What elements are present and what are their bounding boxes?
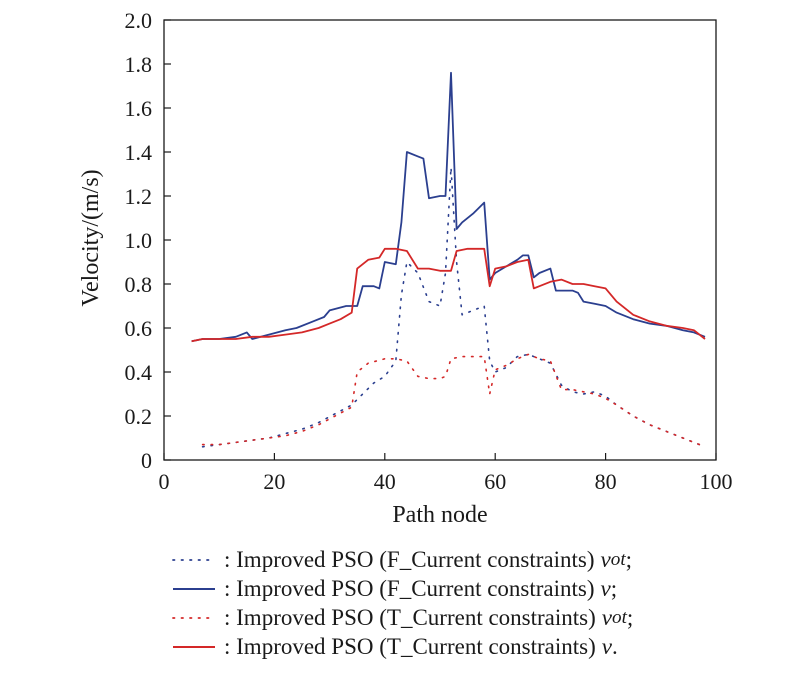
legend-item: : Improved PSO (F_Current constraints) v o…	[170, 545, 790, 574]
legend-item: : Improved PSO (T_Current constraints) v o…	[170, 603, 790, 632]
legend-label: : Improved PSO (F_Current constraints)	[224, 575, 595, 601]
y-tick-label: 0	[141, 448, 152, 473]
tick-layer: 0 20 40 60 80 100 0 0.2 0.4 0.6 0.8 1.0 1.2 1.4 1.6 1.8…	[125, 8, 733, 494]
legend-terminator: ;	[610, 575, 618, 601]
series-line-3	[201, 353, 706, 448]
legend-swatch	[173, 587, 215, 590]
legend-variable: v	[600, 546, 611, 572]
legend-terminator: ;	[626, 604, 634, 630]
y-tick-label: 1.2	[125, 184, 153, 209]
legend-label: : Improved PSO (T_Current constraints)	[224, 633, 596, 659]
legend-terminator: ;	[625, 546, 633, 572]
y-tick-label: 1.6	[125, 96, 153, 121]
legend-label: : Improved PSO (F_Current constraints)	[224, 546, 595, 572]
legend-subscript: ot	[610, 548, 626, 570]
y-tick-label: 0.6	[125, 316, 153, 341]
x-tick-label: 80	[595, 469, 617, 494]
y-tick-label: 2.0	[125, 8, 153, 33]
series-layer	[191, 71, 706, 448]
y-tick-label: 0.8	[125, 272, 153, 297]
legend-label: : Improved PSO (T_Current constraints)	[224, 604, 596, 630]
plot-border	[163, 19, 717, 461]
legend-variable: v	[601, 633, 612, 659]
y-tick-label: 0.4	[125, 360, 153, 385]
legend-swatch	[173, 645, 215, 648]
x-tick-label: 60	[484, 469, 506, 494]
x-axis-title: Path node	[392, 502, 487, 528]
x-tick-label: 20	[263, 469, 285, 494]
legend-swatch	[172, 616, 216, 619]
velocity-chart: 0 20 40 60 80 100 0 0.2 0.4 0.6 0.8 1.0 1.2 1.4 1.6 1.8…	[78, 8, 733, 528]
legend-terminator: .	[612, 633, 618, 659]
y-tick-label: 1.8	[125, 52, 153, 77]
y-tick-label: 1.0	[125, 228, 153, 253]
y-tick-label: 0.2	[125, 404, 153, 429]
series-line-1	[201, 166, 706, 448]
legend: : Improved PSO (F_Current constraints) v o…	[170, 545, 790, 661]
plot-frame	[163, 19, 717, 461]
x-tick-label: 40	[374, 469, 396, 494]
x-tick-label: 100	[700, 469, 733, 494]
legend-subscript: ot	[612, 606, 627, 628]
series-line-2	[191, 71, 706, 343]
legend-variable: v	[601, 604, 612, 630]
legend-item: : Improved PSO (T_Current constraints) v.	[170, 632, 790, 661]
legend-variable: v	[600, 575, 611, 601]
y-axis-title: Velocity/(m/s)	[78, 169, 104, 306]
legend-item: : Improved PSO (F_Current constraints) v;	[170, 574, 790, 603]
legend-swatch	[172, 558, 216, 561]
series-line-4	[191, 247, 706, 343]
y-tick-label: 1.4	[125, 140, 153, 165]
x-tick-label: 0	[159, 469, 170, 494]
